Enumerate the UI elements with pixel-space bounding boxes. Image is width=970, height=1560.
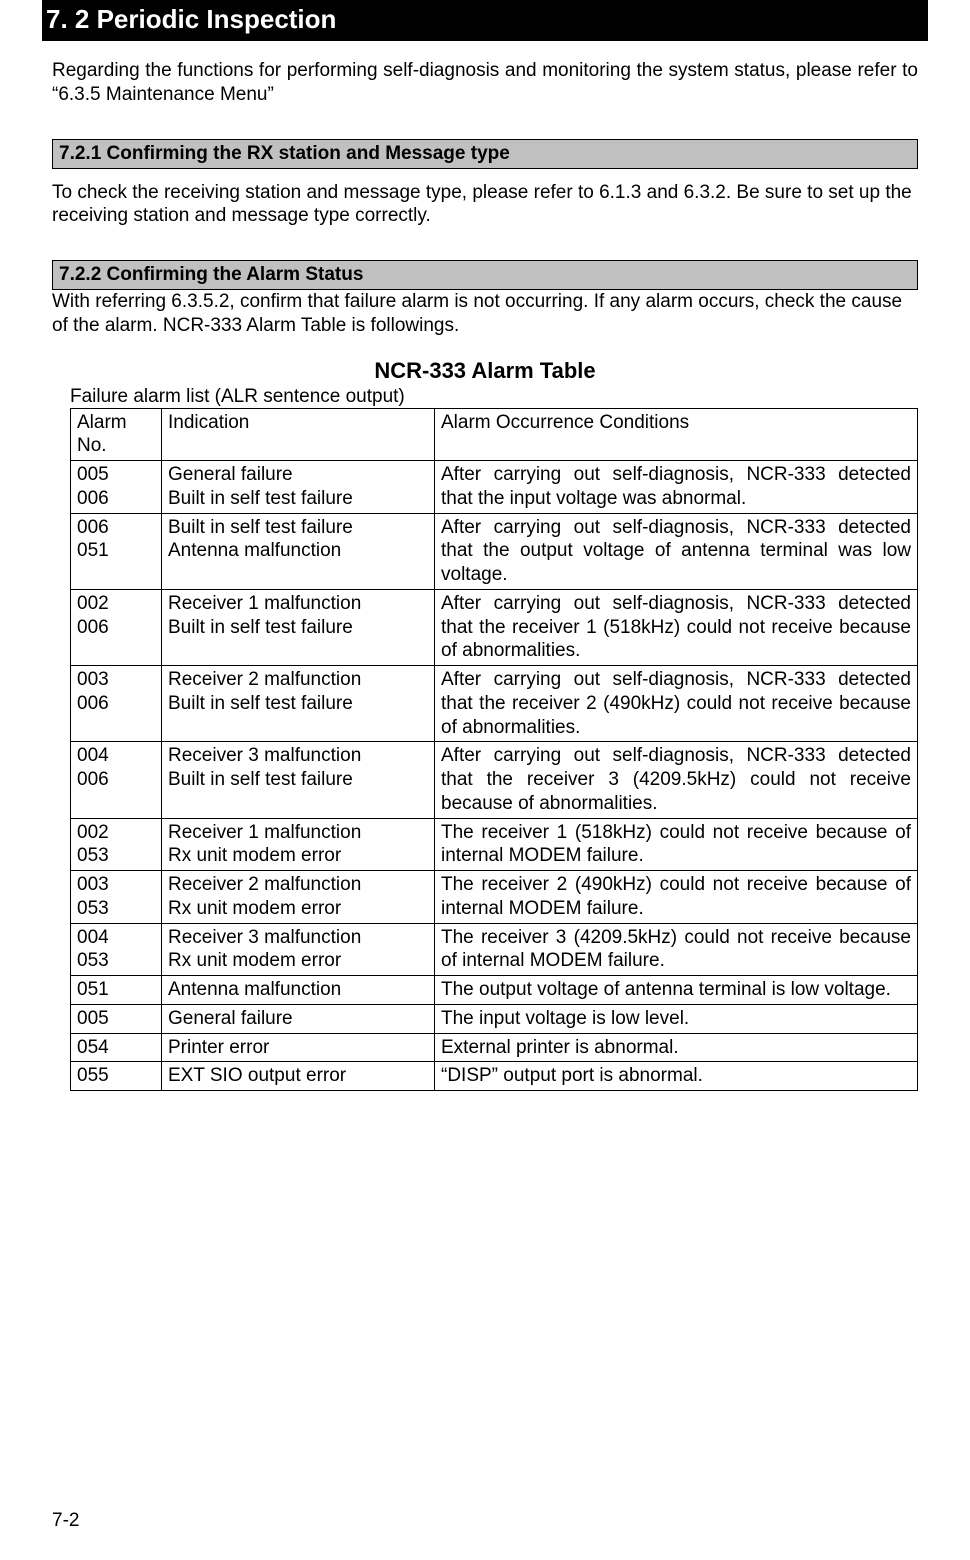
cell-ind: Built in self test failureAntenna malfun… — [162, 513, 435, 589]
table-row: 006051Built in self test failureAntenna … — [71, 513, 918, 589]
table-row: 055EXT SIO output error“DISP” output por… — [71, 1062, 918, 1091]
cell-cond: After carrying out self-diagnosis, NCR-3… — [435, 513, 918, 589]
cell-cond: The receiver 2 (490kHz) could not receiv… — [435, 871, 918, 924]
cell-no: 002006 — [71, 589, 162, 665]
cell-cond: “DISP” output port is abnormal. — [435, 1062, 918, 1091]
table-row: 054Printer errorExternal printer is abno… — [71, 1033, 918, 1062]
subsection-722-heading: 7.2.2 Confirming the Alarm Status — [52, 260, 918, 290]
cell-no: 004053 — [71, 923, 162, 976]
table-row: 051Antenna malfunctionThe output voltage… — [71, 976, 918, 1005]
cell-no: 004006 — [71, 742, 162, 818]
cell-ind: Printer error — [162, 1033, 435, 1062]
cell-no: 003006 — [71, 666, 162, 742]
cell-no: 003053 — [71, 871, 162, 924]
cell-ind: Receiver 1 malfunctionRx unit modem erro… — [162, 818, 435, 871]
cell-no: 005 — [71, 1004, 162, 1033]
cell-cond: After carrying out self-diagnosis, NCR-3… — [435, 461, 918, 514]
cell-ind: Receiver 2 malfunctionRx unit modem erro… — [162, 871, 435, 924]
table-row: 005General failureThe input voltage is l… — [71, 1004, 918, 1033]
cell-cond: The output voltage of antenna terminal i… — [435, 976, 918, 1005]
cell-ind: General failureBuilt in self test failur… — [162, 461, 435, 514]
intro-paragraph: Regarding the functions for performing s… — [52, 59, 918, 107]
table-row: 004006Receiver 3 malfunctionBuilt in sel… — [71, 742, 918, 818]
cell-cond: After carrying out self-diagnosis, NCR-3… — [435, 589, 918, 665]
table-row: 002053Receiver 1 malfunctionRx unit mode… — [71, 818, 918, 871]
cell-cond: External printer is abnormal. — [435, 1033, 918, 1062]
cell-cond: After carrying out self-diagnosis, NCR-3… — [435, 742, 918, 818]
table-row: 003053Receiver 2 malfunctionRx unit mode… — [71, 871, 918, 924]
header-alarm-no: Alarm No. — [71, 408, 162, 461]
table-row: 005006General failureBuilt in self test … — [71, 461, 918, 514]
cell-ind: Receiver 2 malfunctionBuilt in self test… — [162, 666, 435, 742]
cell-cond: After carrying out self-diagnosis, NCR-3… — [435, 666, 918, 742]
header-indication: Indication — [162, 408, 435, 461]
subsection-722-body: With referring 6.3.5.2, confirm that fai… — [52, 290, 918, 338]
cell-ind: Receiver 3 malfunctionBuilt in self test… — [162, 742, 435, 818]
cell-no: 006051 — [71, 513, 162, 589]
cell-cond: The receiver 3 (4209.5kHz) could not rec… — [435, 923, 918, 976]
cell-ind: EXT SIO output error — [162, 1062, 435, 1091]
section-heading: 7. 2 Periodic Inspection — [42, 0, 928, 41]
table-row: 004053Receiver 3 malfunctionRx unit mode… — [71, 923, 918, 976]
cell-no: 051 — [71, 976, 162, 1005]
cell-ind: Antenna malfunction — [162, 976, 435, 1005]
cell-no: 054 — [71, 1033, 162, 1062]
alarm-table-caption: Failure alarm list (ALR sentence output) — [70, 386, 918, 408]
table-header-row: Alarm No. Indication Alarm Occurrence Co… — [71, 408, 918, 461]
table-row: 003006Receiver 2 malfunctionBuilt in sel… — [71, 666, 918, 742]
table-row: 002006Receiver 1 malfunctionBuilt in sel… — [71, 589, 918, 665]
page: 7. 2 Periodic Inspection Regarding the f… — [0, 0, 970, 1560]
cell-cond: The input voltage is low level. — [435, 1004, 918, 1033]
subsection-721-heading: 7.2.1 Confirming the RX station and Mess… — [52, 139, 918, 169]
cell-ind: Receiver 3 malfunctionRx unit modem erro… — [162, 923, 435, 976]
cell-no: 002053 — [71, 818, 162, 871]
page-number: 7-2 — [52, 1510, 79, 1532]
header-conditions: Alarm Occurrence Conditions — [435, 408, 918, 461]
cell-ind: General failure — [162, 1004, 435, 1033]
cell-cond: The receiver 1 (518kHz) could not receiv… — [435, 818, 918, 871]
alarm-table-title: NCR-333 Alarm Table — [52, 358, 918, 384]
cell-no: 005006 — [71, 461, 162, 514]
cell-ind: Receiver 1 malfunctionBuilt in self test… — [162, 589, 435, 665]
alarm-table: Alarm No. Indication Alarm Occurrence Co… — [70, 408, 918, 1092]
subsection-721-body: To check the receiving station and messa… — [52, 181, 918, 229]
cell-no: 055 — [71, 1062, 162, 1091]
